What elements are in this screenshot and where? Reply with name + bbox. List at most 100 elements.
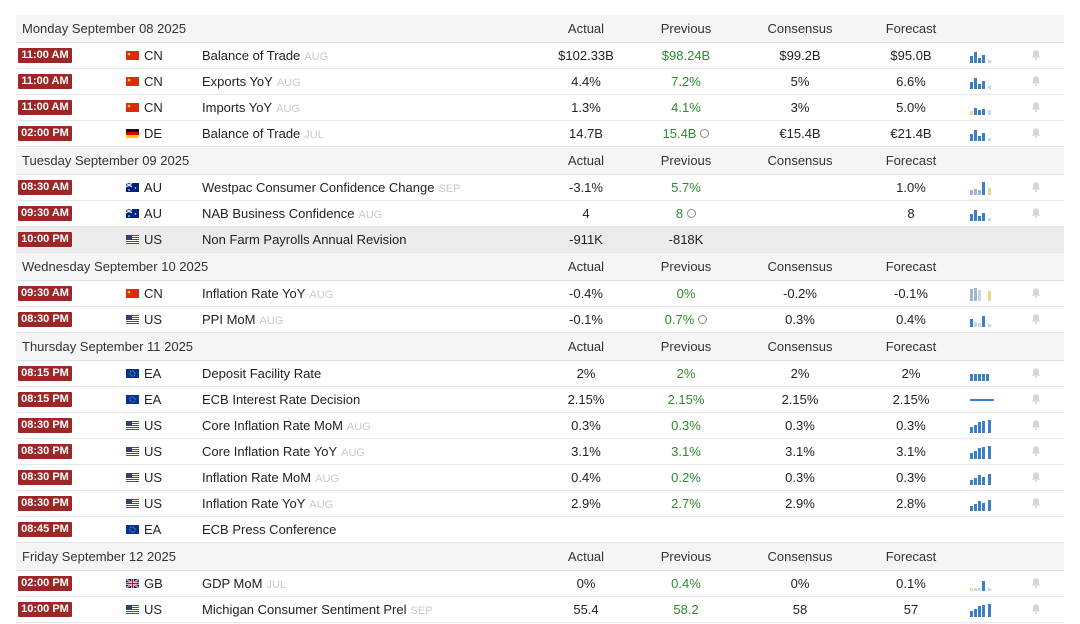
- event-row[interactable]: 08:15 PM EA ECB Interest Rate Decision 2.15…: [16, 387, 1064, 413]
- bell-alert-icon[interactable]: [1030, 207, 1042, 219]
- actual-column-header[interactable]: Actual: [567, 21, 605, 36]
- sparkline-chart-icon[interactable]: [970, 443, 994, 459]
- event-row[interactable]: 11:00 AM CN Balance of Trade AUG $102.33B $98…: [16, 43, 1064, 69]
- bell-alert-icon[interactable]: [1030, 419, 1042, 431]
- event-row[interactable]: 08:45 PM EA ECB Press Conference: [16, 517, 1064, 543]
- event-cell[interactable]: NAB Business Confidence AUG: [202, 201, 382, 228]
- event-row[interactable]: 08:30 PM US PPI MoM AUG -0.1% 0.7% 0.3% 0.4%: [16, 307, 1064, 333]
- sparkline-chart-icon[interactable]: [970, 125, 994, 141]
- bell-alert-icon[interactable]: [1030, 393, 1042, 405]
- sparkline-chart-icon[interactable]: [970, 99, 994, 115]
- forecast-column-header[interactable]: Forecast: [885, 549, 937, 564]
- event-cell[interactable]: PPI MoM AUG: [202, 307, 283, 334]
- event-row[interactable]: 11:00 AM CN Exports YoY AUG 4.4% 7.2% 5% 6.6%: [16, 69, 1064, 95]
- event-name-link[interactable]: Inflation Rate MoM: [202, 470, 312, 485]
- event-cell[interactable]: Deposit Facility Rate: [202, 361, 321, 386]
- bell-alert-icon[interactable]: [1030, 127, 1042, 139]
- event-name-link[interactable]: ECB Press Conference: [202, 522, 337, 537]
- consensus-column-header[interactable]: Consensus: [767, 21, 833, 36]
- consensus-column-header[interactable]: Consensus: [767, 259, 833, 274]
- event-name-link[interactable]: Michigan Consumer Sentiment Prel: [202, 602, 407, 617]
- actual-column-header[interactable]: Actual: [567, 259, 605, 274]
- event-cell[interactable]: Michigan Consumer Sentiment Prel SEP: [202, 597, 433, 624]
- event-cell[interactable]: Balance of Trade JUL: [202, 121, 324, 148]
- revised-indicator-icon[interactable]: [687, 209, 697, 219]
- bell-alert-icon[interactable]: [1030, 49, 1042, 61]
- forecast-column-header[interactable]: Forecast: [885, 21, 937, 36]
- event-row[interactable]: 02:00 PM GB GDP MoM JUL 0% 0.4% 0% 0.1%: [16, 571, 1064, 597]
- sparkline-chart-icon[interactable]: [970, 73, 994, 89]
- sparkline-chart-icon[interactable]: [970, 391, 994, 407]
- consensus-column-header[interactable]: Consensus: [767, 153, 833, 168]
- forecast-column-header[interactable]: Forecast: [885, 259, 937, 274]
- sparkline-chart-icon[interactable]: [970, 179, 994, 195]
- event-name-link[interactable]: Core Inflation Rate YoY: [202, 444, 338, 459]
- previous-column-header[interactable]: Previous: [660, 153, 712, 168]
- bell-alert-icon[interactable]: [1030, 367, 1042, 379]
- sparkline-chart-icon[interactable]: [970, 365, 994, 381]
- actual-column-header[interactable]: Actual: [567, 339, 605, 354]
- event-row[interactable]: 10:00 PM US Michigan Consumer Sentiment Pr…: [16, 597, 1064, 623]
- event-row[interactable]: 08:15 PM EA Deposit Facility Rate 2% 2% 2% 2%: [16, 361, 1064, 387]
- event-name-link[interactable]: Inflation Rate YoY: [202, 496, 306, 511]
- consensus-column-header[interactable]: Consensus: [767, 339, 833, 354]
- sparkline-chart-icon[interactable]: [970, 311, 994, 327]
- event-name-link[interactable]: Non Farm Payrolls Annual Revision: [202, 232, 407, 247]
- event-row[interactable]: 08:30 PM US Inflation Rate MoM AUG 0.4% 0.2% 0…: [16, 465, 1064, 491]
- event-name-link[interactable]: GDP MoM: [202, 576, 263, 591]
- actual-column-header[interactable]: Actual: [567, 549, 605, 564]
- event-name-link[interactable]: Balance of Trade: [202, 126, 301, 141]
- sparkline-chart-icon[interactable]: [970, 205, 994, 221]
- event-name-link[interactable]: Imports YoY: [202, 100, 273, 115]
- revised-indicator-icon[interactable]: [698, 315, 708, 325]
- event-cell[interactable]: Core Inflation Rate YoY AUG: [202, 439, 365, 466]
- bell-alert-icon[interactable]: [1030, 75, 1042, 87]
- bell-alert-icon[interactable]: [1030, 497, 1042, 509]
- bell-alert-icon[interactable]: [1030, 313, 1042, 325]
- sparkline-chart-icon[interactable]: [970, 495, 994, 511]
- event-name-link[interactable]: Deposit Facility Rate: [202, 366, 322, 381]
- event-cell[interactable]: Non Farm Payrolls Annual Revision: [202, 227, 406, 252]
- event-name-link[interactable]: PPI MoM: [202, 312, 256, 327]
- previous-column-header[interactable]: Previous: [660, 259, 712, 274]
- previous-column-header[interactable]: Previous: [660, 549, 712, 564]
- event-name-link[interactable]: Inflation Rate YoY: [202, 286, 306, 301]
- event-cell[interactable]: Core Inflation Rate MoM AUG: [202, 413, 371, 440]
- bell-alert-icon[interactable]: [1030, 445, 1042, 457]
- event-cell[interactable]: Inflation Rate YoY AUG: [202, 281, 333, 308]
- bell-alert-icon[interactable]: [1030, 287, 1042, 299]
- bell-alert-icon[interactable]: [1030, 101, 1042, 113]
- event-cell[interactable]: ECB Press Conference: [202, 517, 336, 542]
- event-cell[interactable]: Exports YoY AUG: [202, 69, 301, 96]
- event-row[interactable]: 08:30 PM US Core Inflation Rate YoY AUG 3.1%…: [16, 439, 1064, 465]
- bell-alert-icon[interactable]: [1030, 181, 1042, 193]
- event-cell[interactable]: ECB Interest Rate Decision: [202, 387, 360, 412]
- event-cell[interactable]: Balance of Trade AUG: [202, 43, 328, 70]
- event-name-link[interactable]: Core Inflation Rate MoM: [202, 418, 343, 433]
- revised-indicator-icon[interactable]: [700, 129, 710, 139]
- bell-alert-icon[interactable]: [1030, 577, 1042, 589]
- consensus-column-header[interactable]: Consensus: [767, 549, 833, 564]
- event-cell[interactable]: Inflation Rate YoY AUG: [202, 491, 333, 518]
- event-row[interactable]: 10:00 PM US Non Farm Payrolls Annual Revis…: [16, 227, 1064, 253]
- bell-alert-icon[interactable]: [1030, 471, 1042, 483]
- event-row[interactable]: 09:30 AM CN Inflation Rate YoY AUG -0.4% 0% -0…: [16, 281, 1064, 307]
- event-cell[interactable]: Westpac Consumer Confidence Change SEP: [202, 175, 460, 202]
- event-name-link[interactable]: ECB Interest Rate Decision: [202, 392, 361, 407]
- sparkline-chart-icon[interactable]: [970, 601, 994, 617]
- event-row[interactable]: 08:30 PM US Core Inflation Rate MoM AUG 0.3%…: [16, 413, 1064, 439]
- sparkline-chart-icon[interactable]: [970, 417, 994, 433]
- event-cell[interactable]: Inflation Rate MoM AUG: [202, 465, 339, 492]
- event-name-link[interactable]: NAB Business Confidence: [202, 206, 355, 221]
- event-cell[interactable]: GDP MoM JUL: [202, 571, 286, 598]
- sparkline-chart-icon[interactable]: [970, 285, 994, 301]
- sparkline-chart-icon[interactable]: [970, 469, 994, 485]
- previous-column-header[interactable]: Previous: [660, 339, 712, 354]
- event-row[interactable]: 02:00 PM DE Balance of Trade JUL 14.7B 15.4B €…: [16, 121, 1064, 147]
- forecast-column-header[interactable]: Forecast: [885, 153, 937, 168]
- actual-column-header[interactable]: Actual: [567, 153, 605, 168]
- previous-column-header[interactable]: Previous: [660, 21, 712, 36]
- event-row[interactable]: 08:30 PM US Inflation Rate YoY AUG 2.9% 2.7% 2…: [16, 491, 1064, 517]
- forecast-column-header[interactable]: Forecast: [885, 339, 937, 354]
- event-name-link[interactable]: Westpac Consumer Confidence Change: [202, 180, 435, 195]
